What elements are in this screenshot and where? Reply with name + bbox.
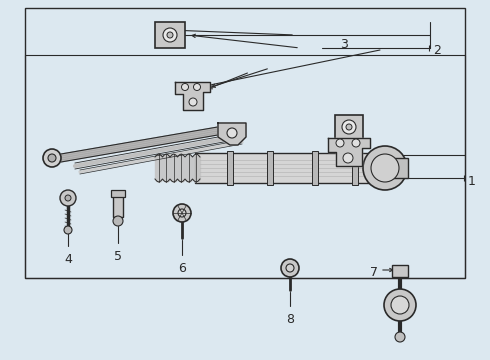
Bar bbox=[25, 55, 465, 278]
Circle shape bbox=[60, 190, 76, 206]
Circle shape bbox=[113, 216, 123, 226]
Bar bbox=[392, 265, 408, 277]
Circle shape bbox=[65, 195, 71, 201]
Polygon shape bbox=[328, 138, 370, 166]
Circle shape bbox=[48, 154, 56, 162]
Text: 5: 5 bbox=[114, 250, 122, 263]
Text: 8: 8 bbox=[286, 313, 294, 326]
Bar bbox=[113, 195, 123, 217]
Circle shape bbox=[371, 154, 399, 182]
Circle shape bbox=[227, 128, 237, 138]
Polygon shape bbox=[175, 82, 210, 110]
Circle shape bbox=[346, 124, 352, 130]
Circle shape bbox=[43, 149, 61, 167]
Bar bbox=[335, 115, 363, 139]
Circle shape bbox=[163, 28, 177, 42]
Bar bbox=[195, 153, 390, 183]
Circle shape bbox=[336, 139, 344, 147]
Bar bbox=[25, 8, 465, 278]
Bar bbox=[227, 151, 233, 185]
Circle shape bbox=[173, 204, 191, 222]
Bar bbox=[352, 151, 358, 185]
Circle shape bbox=[343, 153, 353, 163]
Circle shape bbox=[281, 259, 299, 277]
Circle shape bbox=[178, 209, 186, 217]
Circle shape bbox=[189, 98, 197, 106]
Bar bbox=[390, 158, 408, 178]
Circle shape bbox=[352, 139, 360, 147]
Text: 7: 7 bbox=[370, 266, 378, 279]
Circle shape bbox=[395, 332, 405, 342]
Text: 4: 4 bbox=[64, 253, 72, 266]
Circle shape bbox=[181, 84, 189, 90]
Circle shape bbox=[194, 84, 200, 90]
Text: 2: 2 bbox=[433, 44, 441, 57]
Circle shape bbox=[286, 264, 294, 272]
Bar bbox=[267, 151, 273, 185]
Bar bbox=[312, 151, 318, 185]
Bar bbox=[111, 190, 125, 197]
Text: 1: 1 bbox=[468, 175, 476, 188]
Circle shape bbox=[363, 146, 407, 190]
Text: 3: 3 bbox=[340, 37, 348, 50]
Circle shape bbox=[342, 120, 356, 134]
Text: 6: 6 bbox=[178, 262, 186, 275]
Circle shape bbox=[64, 226, 72, 234]
Circle shape bbox=[391, 296, 409, 314]
Circle shape bbox=[167, 32, 173, 38]
Circle shape bbox=[384, 289, 416, 321]
Bar bbox=[155, 22, 185, 48]
Polygon shape bbox=[218, 123, 246, 145]
